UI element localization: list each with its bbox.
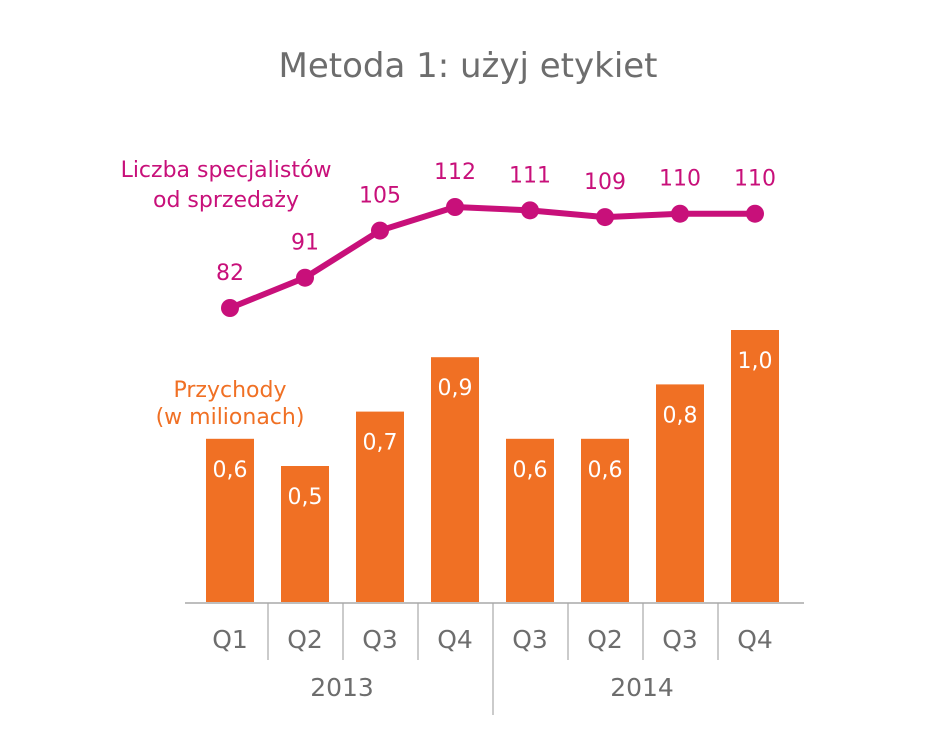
line-point [746, 204, 764, 223]
line-series-name: od sprzedaży [153, 188, 299, 213]
line-value-label: 109 [584, 170, 626, 195]
bar-value-label: 0,6 [213, 458, 248, 483]
line-point [596, 208, 614, 227]
line-series-name: Liczba specjalistów [121, 158, 332, 183]
x-tick-label: Q4 [437, 625, 473, 654]
line-value-label: 112 [434, 160, 476, 185]
x-axis: Q1 Q2 Q3 Q4 Q3 Q2 Q3 Q4 2013 2014 [185, 602, 804, 715]
bar-series-legend: Przychody(w milionach) [156, 378, 305, 430]
line-point [296, 268, 314, 287]
x-tick-label: Q4 [737, 625, 773, 654]
chart-title: Metoda 1: użyj etykiet [278, 46, 657, 86]
line-value-label: 110 [659, 167, 701, 192]
line-value-label: 105 [359, 184, 401, 209]
x-tick-label: Q2 [287, 625, 323, 654]
bar-series-name: (w milionach) [156, 405, 305, 430]
year-label: 2014 [610, 673, 674, 702]
line-series: 82 91 105 112 111 109 110 110 [216, 160, 776, 317]
line-value-label: 110 [734, 167, 776, 192]
line-point [671, 204, 689, 223]
bar-value-label: 0,8 [663, 403, 698, 428]
bar-value-label: 0,7 [363, 431, 398, 456]
line-value-label: 82 [216, 261, 244, 286]
bar [656, 384, 704, 602]
line-value-label: 111 [509, 163, 551, 188]
line-point [521, 201, 539, 220]
line-path [227, 204, 758, 311]
bar-series-name: Przychody [174, 378, 287, 403]
bar-value-label: 0,9 [438, 376, 473, 401]
line-point [371, 221, 389, 240]
bar [356, 411, 404, 602]
line-value-label: 91 [291, 231, 319, 256]
bar [206, 438, 254, 602]
bar-value-label: 0,6 [513, 458, 548, 483]
bar [581, 438, 629, 602]
bar [281, 466, 329, 602]
line-point [221, 299, 239, 317]
x-tick-label: Q3 [662, 625, 698, 654]
x-tick-label: Q3 [362, 625, 398, 654]
line-point [446, 198, 464, 216]
x-tick-label: Q3 [512, 625, 548, 654]
bar [431, 357, 479, 602]
bar-value-label: 0,6 [588, 458, 623, 483]
bar-value-label: 0,5 [288, 485, 323, 510]
bar [506, 438, 554, 602]
line-series-legend: Liczba specjalistów od sprzedaży [121, 158, 332, 213]
bar-value-label: 1,0 [738, 349, 773, 374]
x-tick-label: Q2 [587, 625, 623, 654]
bar [731, 330, 779, 602]
year-label: 2013 [310, 673, 374, 702]
x-tick-label: Q1 [212, 625, 248, 654]
bar-series: 0,6 0,5 0,7 0,9 0,6 0,6 0,8 1,0 [206, 330, 779, 602]
